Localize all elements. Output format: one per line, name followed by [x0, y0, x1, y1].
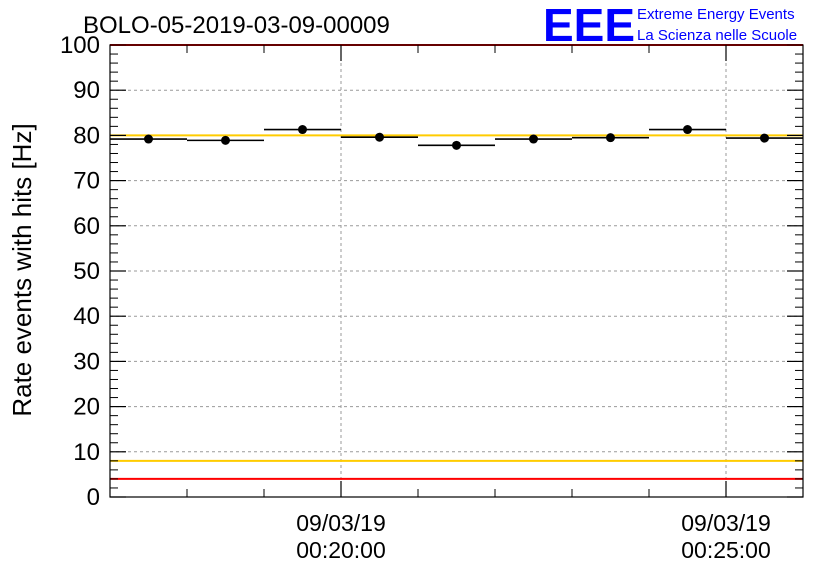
y-tick-label: 0	[87, 484, 100, 511]
y-tick-label: 100	[60, 32, 100, 59]
data-point	[221, 135, 230, 145]
y-tick-label: 90	[73, 77, 100, 104]
axes	[109, 44, 804, 498]
data-point	[144, 134, 153, 144]
y-tick-label: 30	[73, 348, 100, 375]
grid-lines	[110, 45, 803, 497]
y-axis-label: Rate events with hits [Hz]	[7, 123, 37, 416]
data-point	[298, 125, 307, 135]
data-point	[606, 133, 615, 143]
logo-line2: La Scienza nelle Scuole	[637, 27, 797, 44]
y-tick-label: 70	[73, 168, 100, 195]
eee-logo: EEE Extreme Energy Events La Scienza nel…	[543, 0, 797, 51]
y-tick-label: 20	[73, 394, 100, 421]
chart-title: BOLO-05-2019-03-09-00009	[83, 12, 390, 39]
x-tick-time-label: 00:25:00	[681, 537, 771, 563]
y-tick-label: 50	[73, 258, 100, 285]
logo-line1: Extreme Energy Events	[637, 6, 795, 23]
data-point	[375, 132, 384, 142]
y-tick-label: 60	[73, 213, 100, 240]
x-tick-time-label: 00:20:00	[296, 537, 386, 563]
data-points	[110, 125, 803, 150]
data-point	[760, 133, 769, 143]
x-tick-date-label: 09/03/19	[681, 510, 771, 536]
data-point	[529, 134, 538, 144]
plot-frame	[109, 44, 804, 498]
y-tick-label: 10	[73, 439, 100, 466]
x-tick-date-label: 09/03/19	[296, 510, 386, 536]
y-tick-labels: 0 10 20 30 40 50 60 70 80 90 100	[60, 32, 100, 511]
data-point	[683, 125, 692, 135]
y-tick-label: 80	[73, 122, 100, 149]
reference-lines	[110, 44, 803, 480]
logo-letters: EEE	[543, 0, 635, 51]
data-point	[452, 140, 461, 150]
y-tick-label: 40	[73, 303, 100, 330]
